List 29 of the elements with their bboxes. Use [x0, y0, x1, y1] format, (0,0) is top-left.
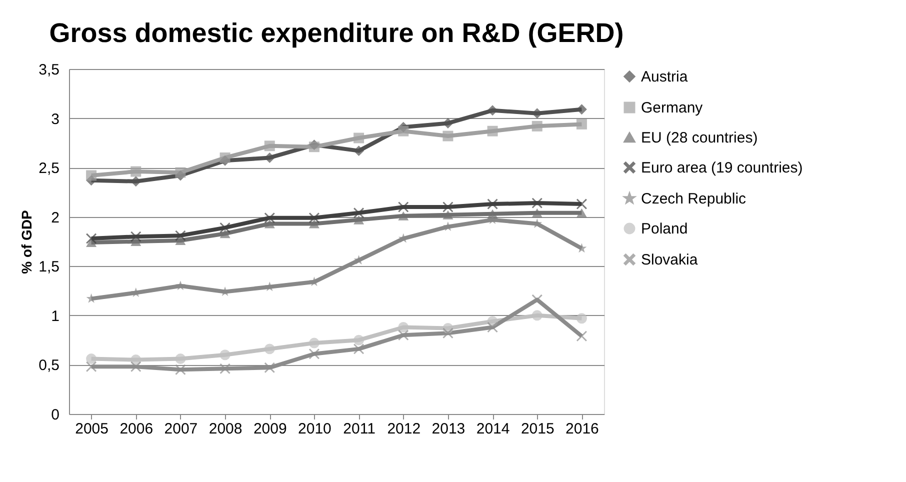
- x-tick-label: 2011: [343, 420, 376, 438]
- x-tick-label: 2010: [298, 420, 332, 438]
- x-tick-label: 2005: [75, 420, 108, 438]
- legend-label: Austria: [641, 68, 688, 86]
- x-tick-label: 2007: [164, 420, 198, 438]
- x-tick-label: 2006: [120, 420, 154, 438]
- y-tick-label: 3: [51, 110, 60, 128]
- x-tick-label: 2013: [432, 420, 466, 438]
- y-tick-label: 0: [51, 406, 60, 424]
- y-tick-label: 2,5: [38, 160, 60, 178]
- y-tick-label: 2: [51, 209, 60, 226]
- legend-label: Poland: [641, 220, 688, 238]
- legend-label: Slovakia: [641, 252, 698, 268]
- chart-title: Gross domestic expenditure on R&D (GERD): [49, 18, 624, 48]
- legend-label: Euro area (19 countries): [641, 160, 803, 176]
- x-tick-label: 2016: [566, 420, 599, 438]
- y-tick-label: 1: [51, 308, 60, 325]
- y-axis-title: % of GDP: [18, 210, 35, 274]
- x-tick-label: 2015: [520, 420, 554, 438]
- legend-label: Germany: [641, 100, 704, 116]
- legend-label: EU (28 countries): [641, 130, 758, 146]
- x-tick-label: 2014: [476, 420, 510, 438]
- y-tick-label: 1,5: [38, 258, 60, 276]
- x-tick-label: 2012: [387, 420, 421, 438]
- legend-label: Czech Republic: [641, 190, 747, 208]
- x-tick-label: 2008: [208, 420, 242, 438]
- y-tick-label: 3,5: [38, 62, 60, 78]
- x-tick-label: 2009: [253, 420, 287, 438]
- y-tick-label: 0,5: [38, 357, 60, 374]
